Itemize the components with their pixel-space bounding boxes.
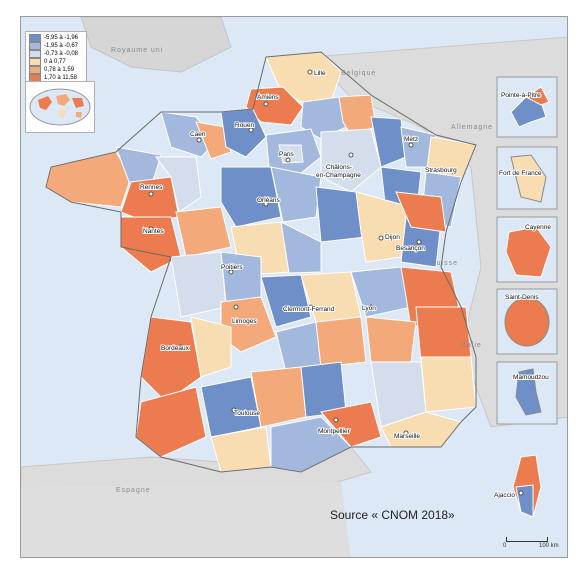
label-lille: Lille	[314, 70, 326, 77]
city-markers	[148, 69, 524, 496]
label-cayenne: Cayenne	[525, 224, 551, 231]
legend-row: 0,78 à 1,59	[29, 66, 84, 74]
scale-zero-label: 0	[503, 543, 507, 549]
label-bordeaux: Bordeaux	[161, 345, 190, 352]
label-chalons: Châlons-	[326, 164, 352, 171]
label-spain: Espagne	[116, 487, 151, 494]
label-paris: Paris	[279, 151, 295, 158]
label-nantes: Nantes	[143, 228, 164, 235]
scale-max-label: 100 km	[539, 543, 559, 549]
legend-label: 1,70 à 11,58	[44, 75, 77, 81]
label-metz: Metz	[404, 136, 418, 143]
legend-label: 0,78 à 1,59	[44, 67, 75, 73]
label-poitiers: Poitiers	[221, 264, 243, 271]
legend-label: -0,73 à -0,08	[44, 51, 79, 57]
label-rennes: Rennes	[140, 184, 163, 191]
label-fort-de-france: Fort de France	[499, 170, 542, 177]
globe-icon	[29, 88, 91, 126]
scale-bar: 0 100 km	[501, 535, 561, 555]
label-montpellier: Montpellier	[318, 428, 351, 435]
legend-row: -0,73 à -0,08	[29, 50, 84, 58]
label-germany: Allemagne	[451, 124, 493, 131]
label-belgium: Belgique	[341, 70, 376, 77]
inset-boxes	[496, 76, 558, 425]
label-chalons-2: en-Champagne	[316, 172, 361, 179]
map-frame: Royaume uni Belgique Allemagne Suisse It…	[20, 16, 568, 558]
label-mamoudzou: Mamoudzou	[513, 374, 549, 381]
legend-swatch	[29, 34, 41, 42]
label-amiens: Amiens	[257, 94, 279, 101]
legend-row: -1,95 à -0,67	[29, 42, 84, 50]
legend-swatch	[29, 66, 41, 74]
scale-bar-line	[506, 537, 548, 542]
legend-label: 0 à 0,77	[44, 59, 66, 65]
label-saint-denis: Saint-Denis	[505, 294, 539, 301]
label-uk: Royaume uni	[111, 47, 163, 54]
label-italy: Italie	[461, 342, 482, 349]
label-clermont: Clermont-Ferrand	[283, 306, 335, 313]
land-uk	[80, 17, 232, 73]
legend-swatch	[29, 58, 41, 66]
france-map: Royaume uni Belgique Allemagne Suisse It…	[21, 17, 567, 557]
legend: -5,95 à -1,96 -1,95 à -0,67 -0,73 à -0,0…	[25, 31, 87, 85]
source-caption: Source « CNOM 2018»	[330, 508, 455, 522]
legend-swatch	[29, 42, 41, 50]
label-caen: Caen	[190, 131, 206, 138]
label-lyon: Lyon	[362, 305, 376, 312]
legend-swatch	[29, 50, 41, 58]
label-toulouse: Toulouse	[234, 410, 260, 417]
legend-row: 0 à 0,77	[29, 58, 84, 66]
label-pointe-a-pitre: Pointe-à-Pitre	[501, 92, 541, 99]
label-besancon: Besançon	[396, 245, 425, 252]
legend-label: -5,95 à -1,96	[44, 35, 79, 41]
label-rouen: Rouen	[235, 122, 255, 129]
label-dijon: Dijon	[385, 234, 400, 241]
legend-label: -1,95 à -0,67	[44, 43, 79, 49]
legend-row: -5,95 à -1,96	[29, 34, 84, 42]
label-orleans: Orléans	[257, 197, 281, 204]
label-ajaccio: Ajaccio	[494, 492, 515, 499]
label-marseille: Marseille	[394, 433, 420, 440]
france-regions	[45, 51, 477, 473]
label-switzerland: Suisse	[431, 260, 458, 267]
world-locator-map	[25, 81, 95, 133]
label-limoges: Limoges	[232, 318, 257, 325]
land-bottom	[21, 482, 351, 557]
label-strasbourg: Strasbourg	[425, 167, 457, 174]
france-outline	[45, 51, 477, 473]
